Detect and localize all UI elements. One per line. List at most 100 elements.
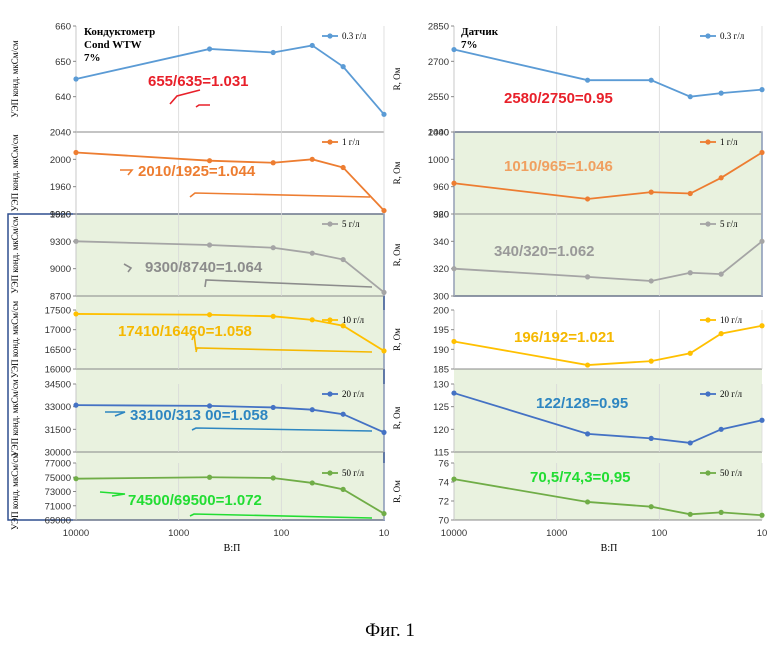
ratio-annotation: 655/635=1.031 bbox=[148, 73, 249, 90]
left-title-line3: 7% bbox=[84, 52, 101, 64]
legend-label: 5 г/л bbox=[720, 219, 738, 229]
data-point bbox=[649, 78, 654, 83]
right-title-line1: Датчик bbox=[461, 26, 499, 38]
y-tick-label: 69000 bbox=[45, 516, 71, 527]
y-tick-label: 660 bbox=[55, 22, 71, 33]
x-tick-label: 10000 bbox=[441, 528, 467, 539]
data-point bbox=[759, 87, 764, 92]
data-point bbox=[688, 512, 693, 517]
data-point bbox=[310, 251, 315, 256]
y-tick-label: 16000 bbox=[45, 365, 71, 376]
data-point bbox=[649, 436, 654, 441]
data-point bbox=[271, 50, 276, 55]
ratio-annotation: 340/320=1.062 bbox=[494, 243, 595, 260]
y-tick-label: 115 bbox=[434, 448, 449, 459]
data-point bbox=[341, 257, 346, 262]
y-axis-label: УЭП конд. мкСм/см bbox=[10, 134, 20, 212]
data-point bbox=[451, 477, 456, 482]
legend-label: 1 г/л bbox=[342, 137, 360, 147]
y-tick-label: 33000 bbox=[45, 402, 71, 413]
data-point bbox=[451, 181, 456, 186]
data-point bbox=[207, 242, 212, 247]
panel-right-1: 2400255027002850R, Ом0.3 г/л2580/2750=0.… bbox=[392, 22, 765, 139]
panel-right-4: 185190195200R, Ом10 г/л196/192=1.021 bbox=[392, 306, 765, 376]
data-point bbox=[688, 351, 693, 356]
ratio-annotation: 17410/16460=1.058 bbox=[118, 323, 252, 340]
x-tick-label: 100 bbox=[651, 528, 667, 539]
y-axis-label: УЭП конд. мкСм/см bbox=[10, 453, 20, 531]
y-axis-label: УЭП конд. мкСм/см bbox=[10, 40, 20, 118]
data-point bbox=[451, 390, 456, 395]
y-tick-label: 320 bbox=[433, 264, 449, 275]
data-point bbox=[310, 480, 315, 485]
panel-left-1: 640650660УЭП конд. мкСм/см0.3 г/л655/635… bbox=[10, 22, 387, 133]
data-point bbox=[381, 430, 386, 435]
data-point bbox=[451, 266, 456, 271]
legend-label: 10 г/л bbox=[720, 315, 742, 325]
data-point bbox=[271, 160, 276, 165]
y-tick-label: 9000 bbox=[50, 264, 71, 275]
data-point bbox=[73, 311, 78, 316]
y-tick-label: 70 bbox=[438, 516, 449, 527]
data-point bbox=[207, 475, 212, 480]
data-point bbox=[585, 499, 590, 504]
x-tick-label: 10 bbox=[757, 528, 768, 539]
y-axis-label: УЭП конд. мкСм/см bbox=[10, 379, 20, 457]
legend-label: 10 г/л bbox=[342, 315, 364, 325]
ratio-annotation: 33100/313 00=1.058 bbox=[130, 407, 268, 424]
y-axis-label: R, Ом bbox=[392, 161, 402, 184]
legend-marker bbox=[705, 139, 710, 144]
data-point bbox=[341, 487, 346, 492]
legend-marker bbox=[705, 33, 710, 38]
series-line bbox=[76, 153, 384, 211]
y-tick-label: 185 bbox=[433, 365, 449, 376]
data-point bbox=[649, 190, 654, 195]
y-tick-label: 73000 bbox=[45, 487, 71, 498]
annotation-arrow bbox=[120, 170, 132, 175]
legend-label: 20 г/л bbox=[720, 389, 742, 399]
data-point bbox=[341, 64, 346, 69]
data-point bbox=[585, 431, 590, 436]
data-point bbox=[271, 405, 276, 410]
right-title-line2: 7% bbox=[461, 39, 478, 51]
data-point bbox=[688, 270, 693, 275]
y-tick-label: 130 bbox=[433, 380, 449, 391]
figure-canvas: 640650660УЭП конд. мкСм/см0.3 г/л655/635… bbox=[0, 0, 780, 649]
data-point bbox=[585, 78, 590, 83]
data-point bbox=[73, 476, 78, 481]
legend-marker bbox=[327, 139, 332, 144]
data-point bbox=[585, 196, 590, 201]
data-point bbox=[73, 150, 78, 155]
data-point bbox=[310, 157, 315, 162]
y-tick-label: 76 bbox=[438, 459, 449, 470]
legend-label: 20 г/л bbox=[342, 389, 364, 399]
x-tick-label: 10 bbox=[379, 528, 390, 539]
highlight-region bbox=[454, 369, 762, 520]
data-point bbox=[271, 245, 276, 250]
data-point bbox=[73, 76, 78, 81]
figure-caption: Фиг. 1 bbox=[0, 620, 780, 642]
data-point bbox=[341, 165, 346, 170]
data-point bbox=[310, 317, 315, 322]
annotation-arrow bbox=[196, 105, 210, 107]
annotation-arrow bbox=[190, 193, 370, 197]
data-point bbox=[719, 427, 724, 432]
data-point bbox=[719, 272, 724, 277]
data-point bbox=[688, 191, 693, 196]
legend-label: 50 г/л bbox=[720, 468, 742, 478]
y-tick-label: 72 bbox=[438, 497, 449, 508]
data-point bbox=[719, 510, 724, 515]
ratio-annotation: 2010/1925=1.044 bbox=[138, 163, 256, 180]
left-x-axis-label: В:П bbox=[224, 543, 241, 554]
annotation-arrow bbox=[170, 90, 200, 104]
ratio-annotation: 122/128=0.95 bbox=[536, 395, 628, 412]
y-tick-label: 190 bbox=[433, 345, 449, 356]
data-point bbox=[759, 418, 764, 423]
y-tick-label: 17500 bbox=[45, 306, 71, 317]
legend-marker bbox=[705, 470, 710, 475]
y-tick-label: 360 bbox=[433, 210, 449, 221]
legend-marker bbox=[327, 317, 332, 322]
x-tick-label: 1000 bbox=[168, 528, 189, 539]
legend-label: 0.3 г/л bbox=[720, 31, 745, 41]
data-point bbox=[649, 359, 654, 364]
